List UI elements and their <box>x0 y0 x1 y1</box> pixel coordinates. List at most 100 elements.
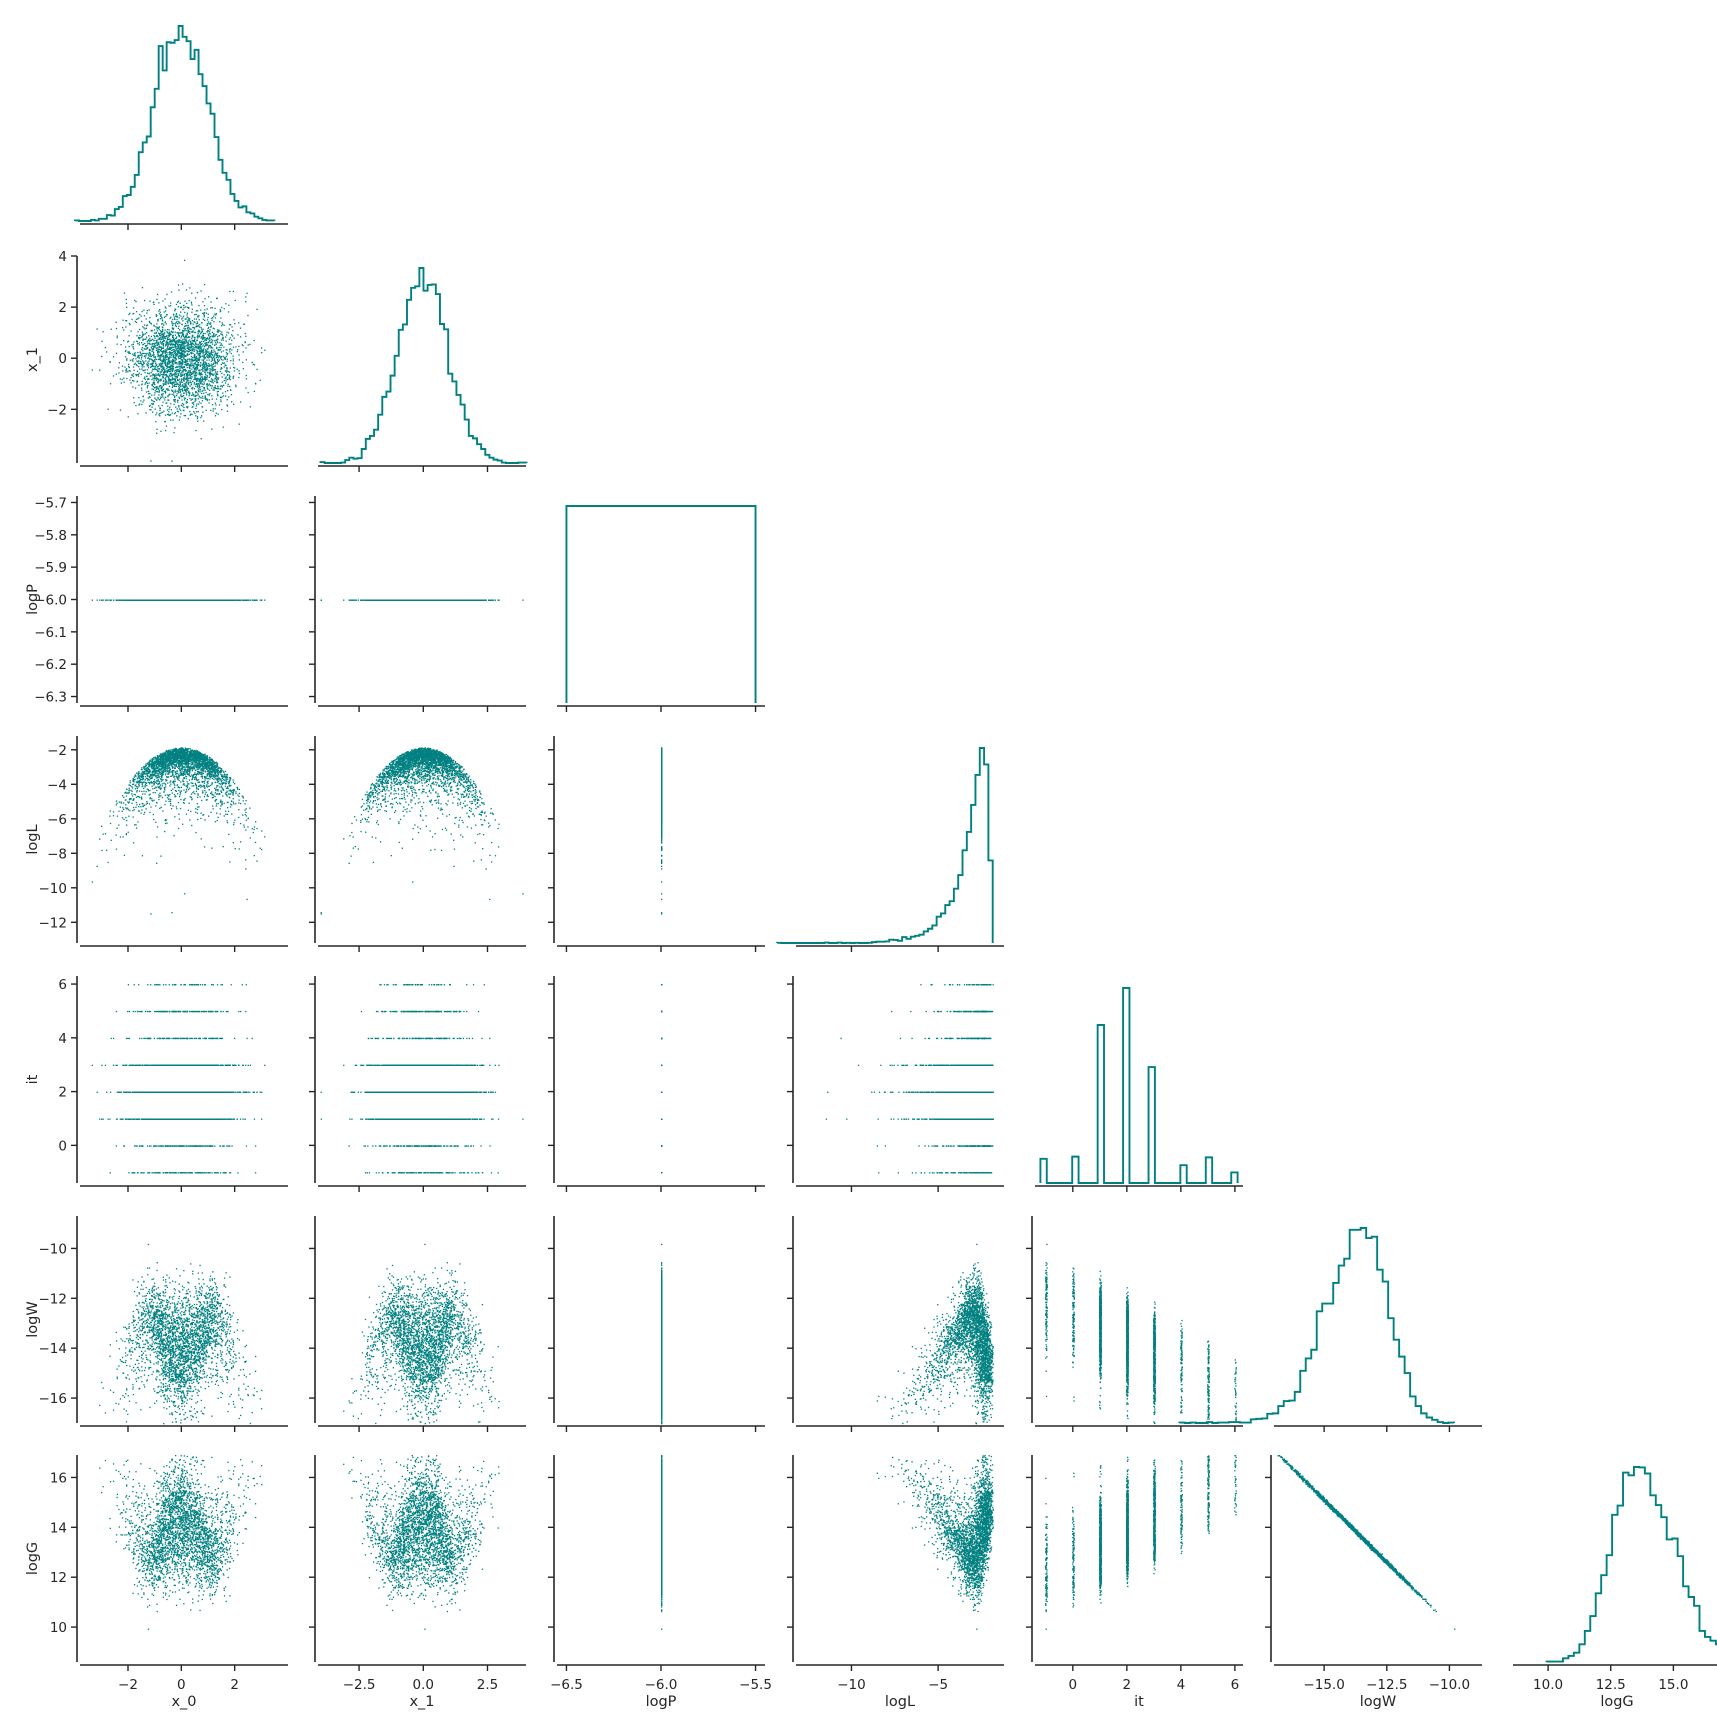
scatter-point <box>153 361 154 362</box>
scatter-point <box>212 379 213 380</box>
scatter-point <box>189 358 190 359</box>
scatter-point <box>234 338 235 339</box>
scatter-point <box>198 336 199 337</box>
scatter-point <box>213 363 214 364</box>
scatter-point <box>219 356 220 357</box>
scatter-point <box>149 397 150 398</box>
scatter-point <box>227 368 228 369</box>
scatter-point <box>162 323 163 324</box>
scatter-point <box>209 390 210 391</box>
scatter-point <box>169 386 170 387</box>
scatter-point <box>184 348 185 349</box>
scatter-point <box>229 378 230 379</box>
y-tick-label: −6.1 <box>34 625 67 641</box>
scatter-point <box>138 366 139 367</box>
scatter-point <box>225 336 226 337</box>
scatter-point <box>233 360 234 361</box>
scatter-point <box>204 371 205 372</box>
scatter-point <box>243 368 244 369</box>
scatter-point <box>166 336 167 337</box>
scatter-point <box>215 362 216 363</box>
scatter-point <box>196 395 197 396</box>
scatter-point <box>192 388 193 389</box>
scatter-point <box>229 386 230 387</box>
scatter-point <box>170 368 171 369</box>
scatter-point <box>141 363 142 364</box>
scatter-point <box>157 368 158 369</box>
scatter-point <box>182 370 183 371</box>
scatter-point <box>156 344 157 345</box>
scatter-point <box>211 320 212 321</box>
scatter-point <box>192 394 193 395</box>
scatter-point <box>211 388 212 389</box>
scatter-point <box>178 371 179 372</box>
scatter-point <box>235 386 236 387</box>
scatter-point <box>186 314 187 315</box>
scatter-point <box>201 374 202 375</box>
scatter-point <box>166 355 167 356</box>
scatter-point <box>189 347 190 348</box>
scatter-point <box>146 328 147 329</box>
scatter-point <box>214 351 215 352</box>
scatter-point <box>120 378 121 379</box>
scatter-point <box>191 384 192 385</box>
scatter-point <box>229 375 230 376</box>
scatter-point <box>97 600 98 601</box>
y-tick-label: 0 <box>58 351 67 367</box>
scatter-point <box>158 392 159 393</box>
scatter-point <box>142 350 143 351</box>
scatter-point <box>211 339 212 340</box>
scatter-point <box>137 341 138 342</box>
scatter-point <box>216 362 217 363</box>
scatter-point <box>172 359 173 360</box>
scatter-point <box>122 370 123 371</box>
scatter-point <box>146 391 147 392</box>
scatter-point <box>202 368 203 369</box>
scatter-point <box>154 377 155 378</box>
scatter-point <box>161 394 162 395</box>
scatter-point <box>189 339 190 340</box>
scatter-point <box>221 373 222 374</box>
scatter-point <box>213 316 214 317</box>
scatter-point <box>194 383 195 384</box>
scatter-point <box>186 382 187 383</box>
scatter-point <box>218 391 219 392</box>
scatter-point <box>148 353 149 354</box>
scatter-point <box>178 347 179 348</box>
scatter-point <box>190 378 191 379</box>
scatter-point <box>156 348 157 349</box>
scatter-point <box>126 303 127 304</box>
scatter-point <box>185 323 186 324</box>
scatter-point <box>165 351 166 352</box>
scatter-point <box>125 356 126 357</box>
scatter-point <box>165 392 166 393</box>
scatter-point <box>191 343 192 344</box>
scatter-point <box>233 363 234 364</box>
scatter-point <box>215 317 216 318</box>
scatter-point <box>132 354 133 355</box>
scatter-point <box>128 364 129 365</box>
scatter-point <box>136 335 137 336</box>
scatter-point <box>211 341 212 342</box>
scatter-point <box>167 347 168 348</box>
scatter-point <box>152 370 153 371</box>
scatter-point <box>159 407 160 408</box>
scatter-point <box>183 393 184 394</box>
scatter-point <box>142 366 143 367</box>
scatter-point <box>197 292 198 293</box>
scatter-point <box>207 389 208 390</box>
scatter-point <box>170 373 171 374</box>
scatter-point <box>99 600 100 601</box>
scatter-point <box>147 385 148 386</box>
scatter-point <box>208 296 209 297</box>
scatter-point <box>159 390 160 391</box>
scatter-point <box>223 427 224 428</box>
scatter-point <box>209 359 210 360</box>
scatter-point <box>186 333 187 334</box>
scatter-point <box>184 374 185 375</box>
scatter-point <box>204 312 205 313</box>
scatter-point <box>207 342 208 343</box>
scatter-point <box>159 313 160 314</box>
scatter-point <box>179 416 180 417</box>
scatter-point <box>209 393 210 394</box>
